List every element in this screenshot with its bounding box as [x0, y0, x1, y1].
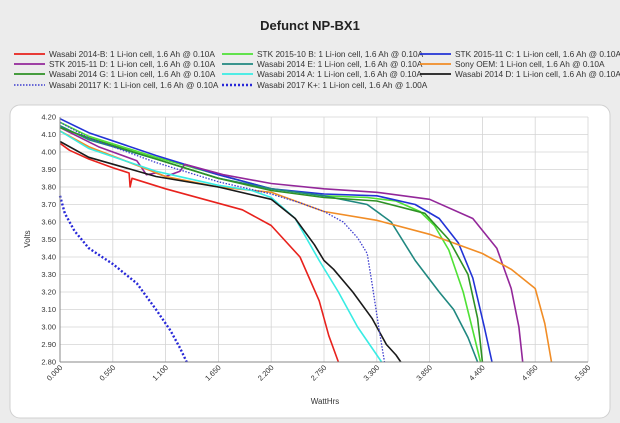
- y-tick-label: 4.20: [41, 113, 56, 122]
- series-line-3: [59, 117, 493, 363]
- legend-label-9: Wasabi 2014 D: 1 Li-ion cell, 1.6 Ah @ 0…: [455, 69, 620, 79]
- legend-label-3: STK 2015-11 C: 1 Li-ion cell, 1.6 Ah @ 0…: [455, 49, 620, 59]
- y-tick-label: 2.90: [41, 340, 56, 349]
- chart-title: Defunct NP-BX1: [260, 18, 360, 33]
- series-line-9: [59, 140, 402, 363]
- series-line-7: [59, 126, 484, 363]
- series-line-6: [59, 130, 553, 363]
- legend-label-6: Sony OEM: 1 Li-ion cell, 1.6 Ah @ 0.10A: [455, 59, 605, 69]
- series-line-1: [59, 142, 340, 363]
- y-tick-label: 2.80: [41, 358, 56, 367]
- legend-label-8: Wasabi 2014 A: 1 Li-ion cell, 1.6 Ah @ 0…: [257, 69, 422, 79]
- series-line-4: [59, 126, 524, 363]
- legend-label-10: Wasabi 20117 K: 1 Li-ion cell, 1.6 Ah @ …: [49, 80, 219, 90]
- y-tick-label: 3.10: [41, 305, 56, 314]
- legend-label-11: Wasabi 2017 K+: 1 Li-ion cell, 1.6 Ah @ …: [257, 80, 428, 90]
- series-line-11: [58, 195, 188, 363]
- legend-label-1: Wasabi 2014-B: 1 Li-ion cell, 1.6 Ah @ 0…: [49, 49, 215, 59]
- y-tick-label: 3.70: [41, 200, 56, 209]
- y-tick-label: 3.30: [41, 270, 56, 279]
- legend-label-7: Wasabi 2014 G: 1 Li-ion cell, 1.6 Ah @ 0…: [49, 69, 216, 79]
- y-tick-label: 3.60: [41, 218, 56, 227]
- legend: Wasabi 2014-B: 1 Li-ion cell, 1.6 Ah @ 0…: [14, 49, 620, 90]
- y-tick-label: 3.80: [41, 183, 56, 192]
- y-tick-label: 3.40: [41, 253, 56, 262]
- y-axis-label: Volts: [23, 230, 32, 247]
- y-tick-label: 4.00: [41, 148, 56, 157]
- y-tick-label: 4.10: [41, 130, 56, 139]
- plot-panel: [9, 104, 611, 419]
- legend-label-5: Wasabi 2014 E: 1 Li-ion cell, 1.6 Ah @ 0…: [257, 59, 423, 69]
- legend-label-2: STK 2015-10 B: 1 Li-ion cell, 1.6 Ah @ 0…: [257, 49, 424, 59]
- x-axis-label: WattHrs: [311, 397, 340, 406]
- y-tick-label: 3.50: [41, 235, 56, 244]
- series-group: [58, 117, 553, 363]
- y-tick-label: 3.90: [41, 165, 56, 174]
- series-line-10: [59, 121, 386, 363]
- y-tick-label: 3.20: [41, 288, 56, 297]
- y-tick-label: 3.00: [41, 323, 56, 332]
- legend-label-4: STK 2015-11 D: 1 Li-ion cell, 1.6 Ah @ 0…: [49, 59, 215, 69]
- series-line-2: [59, 121, 482, 363]
